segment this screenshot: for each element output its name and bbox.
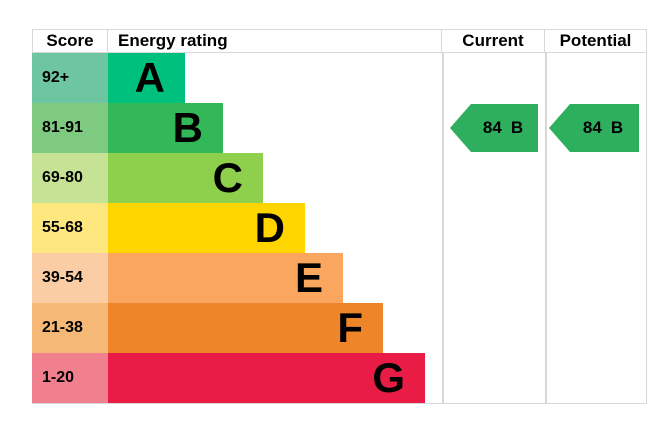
- band-d-bar: D: [108, 203, 305, 253]
- band-row-d: 55-68 D: [32, 203, 647, 253]
- potential-rating-band: B: [610, 118, 624, 137]
- potential-rating-arrow: 84 B: [549, 104, 639, 152]
- current-rating-value: 84: [482, 118, 502, 137]
- band-g-score: 1-20: [32, 353, 108, 403]
- band-row-a: 92+ A: [32, 53, 647, 103]
- band-f-bar: F: [108, 303, 383, 353]
- band-row-c: 69-80 C: [32, 153, 647, 203]
- band-d-score: 55-68: [32, 203, 108, 253]
- header-current: Current: [442, 30, 545, 52]
- table-right-border: [645, 53, 647, 403]
- header-score: Score: [32, 30, 108, 52]
- epc-header-row: Score Energy rating Current Potential: [32, 29, 647, 53]
- band-g-bar-area: G: [108, 353, 442, 403]
- column-divider-current: [442, 53, 444, 403]
- band-c-score: 69-80: [32, 153, 108, 203]
- band-e-bar: E: [108, 253, 343, 303]
- band-c-bar-area: C: [108, 153, 442, 203]
- band-row-e: 39-54 E: [32, 253, 647, 303]
- band-a-bar-area: A: [108, 53, 442, 103]
- potential-rating-value: 84: [582, 118, 602, 137]
- band-b-score: 81-91: [32, 103, 108, 153]
- band-b-bar: B: [108, 103, 223, 153]
- band-d-bar-area: D: [108, 203, 442, 253]
- header-potential: Potential: [545, 30, 647, 52]
- current-rating-arrow: 84 B: [450, 104, 538, 152]
- band-f-bar-area: F: [108, 303, 442, 353]
- band-g-bar: G: [108, 353, 425, 403]
- band-f-score: 21-38: [32, 303, 108, 353]
- header-energy-rating: Energy rating: [108, 30, 442, 52]
- band-e-score: 39-54: [32, 253, 108, 303]
- band-a-score: 92+: [32, 53, 108, 103]
- band-b-bar-area: B: [108, 103, 442, 153]
- band-a-bar: A: [108, 53, 185, 103]
- column-divider-potential: [545, 53, 547, 403]
- band-row-b: 81-91 B: [32, 103, 647, 153]
- epc-table: Score Energy rating Current Potential 92…: [32, 29, 647, 404]
- epc-body: 92+ A 81-91 B 69-80 C 55-68: [32, 53, 647, 404]
- current-rating-band: B: [510, 118, 524, 137]
- band-c-bar: C: [108, 153, 263, 203]
- band-row-g: 1-20 G: [32, 353, 647, 403]
- band-row-f: 21-38 F: [32, 303, 647, 353]
- band-e-bar-area: E: [108, 253, 442, 303]
